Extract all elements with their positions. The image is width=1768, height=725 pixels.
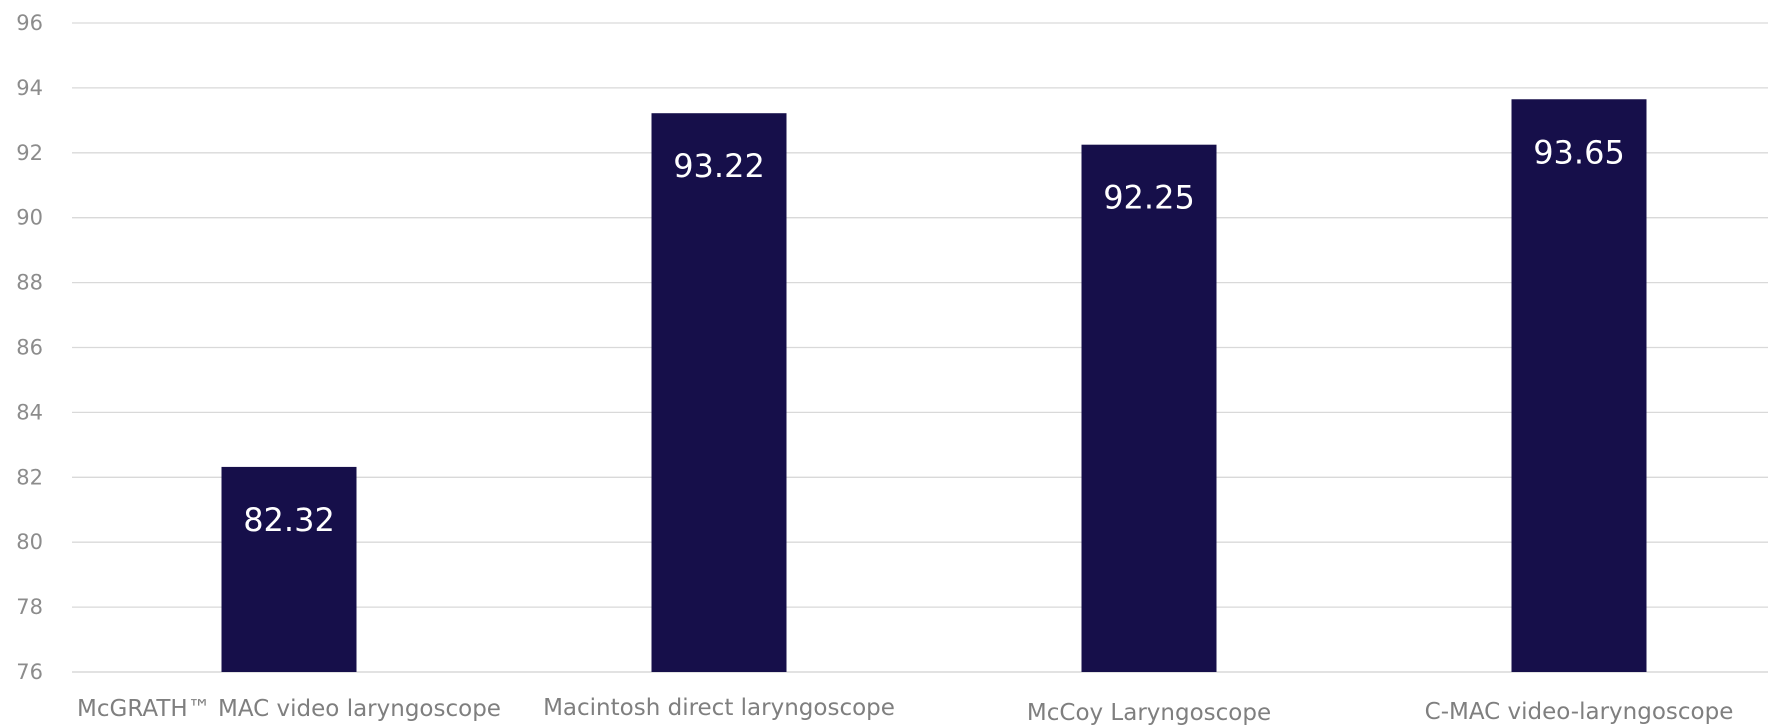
y-tick-label: 82 <box>16 465 43 489</box>
y-tick-label: 80 <box>16 530 43 554</box>
y-tick-label: 76 <box>16 660 43 684</box>
x-axis-categories: McGRATH™ MAC video laryngoscope Macintosh… <box>77 695 1733 725</box>
y-tick-label: 88 <box>16 271 43 295</box>
y-tick-label: 78 <box>16 595 43 619</box>
bar-value-label: 93.65 <box>1533 133 1625 171</box>
bar <box>651 113 787 672</box>
y-tick-label: 86 <box>16 336 43 360</box>
x-category-label: C-MAC video-laryngoscope <box>1425 699 1734 725</box>
y-tick-label: 90 <box>16 206 43 230</box>
bar-value-label: 93.22 <box>673 147 765 185</box>
y-axis-ticks: 76 78 80 82 84 86 88 90 92 94 96 <box>16 11 43 684</box>
bar-value-labels: 82.32 93.22 92.25 93.65 <box>243 133 1625 539</box>
bars <box>221 99 1647 672</box>
y-tick-label: 94 <box>16 76 43 100</box>
bar <box>1511 99 1647 672</box>
x-category-label: Macintosh direct laryngoscope <box>543 695 895 721</box>
bar <box>221 466 357 672</box>
x-category-label: McCoy Laryngoscope <box>1027 700 1271 725</box>
x-category-label: McGRATH™ MAC video laryngoscope <box>77 696 501 722</box>
bar-value-label: 82.32 <box>243 501 335 539</box>
y-tick-label: 84 <box>16 400 43 424</box>
bar <box>1081 144 1217 672</box>
bar-value-label: 92.25 <box>1103 179 1195 217</box>
y-tick-label: 92 <box>16 141 43 165</box>
y-tick-label: 96 <box>16 11 43 35</box>
